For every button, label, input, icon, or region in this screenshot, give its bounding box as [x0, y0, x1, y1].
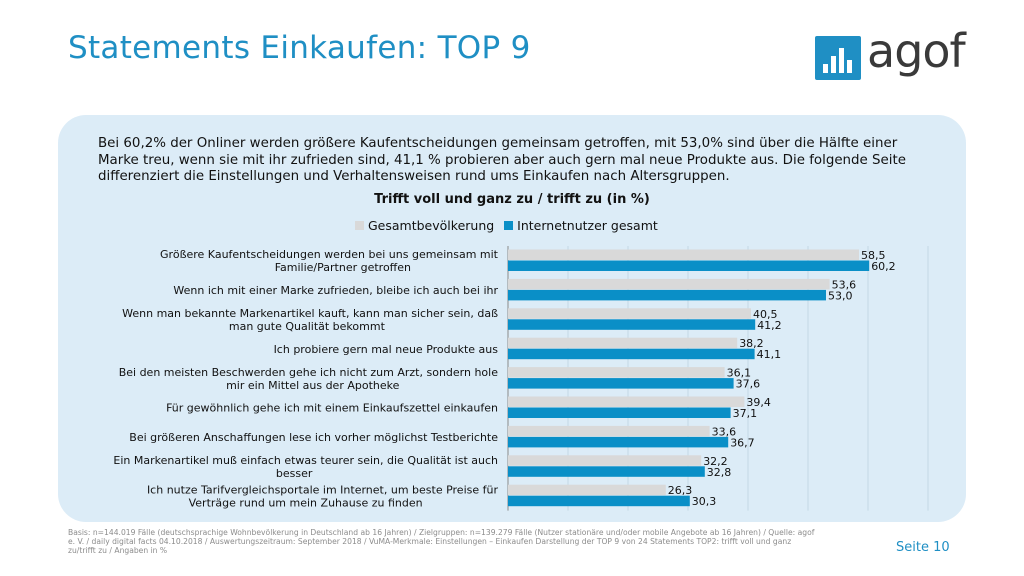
category-label: Für gewöhnlich gehe ich mit einem Einkau…: [166, 402, 498, 415]
data-label: 30,3: [692, 495, 717, 508]
page-title: Statements Einkaufen: TOP 9: [68, 30, 531, 66]
bar-internetnutzer: [508, 407, 731, 418]
category-label: Größere Kaufentscheidungen werden bei un…: [160, 248, 499, 261]
data-label: 36,1: [727, 367, 752, 380]
data-label: 60,2: [871, 260, 896, 273]
category-label: Ich probiere gern mal neue Produkte aus: [274, 343, 499, 356]
chart-legend: Gesamtbevölkerung Internetnutzer gesamt: [355, 218, 658, 233]
data-label: 38,2: [739, 337, 764, 350]
data-label: 40,5: [753, 308, 778, 321]
data-label: 39,4: [746, 396, 771, 409]
bar-gesamtbevoelkerung: [508, 249, 859, 260]
data-label: 37,1: [733, 407, 758, 420]
category-label: man gute Qualität bekommt: [229, 320, 386, 333]
bar-gesamtbevoelkerung: [508, 425, 710, 437]
category-label: Wenn man bekannte Markenartikel kauft, k…: [122, 307, 498, 320]
data-label: 26,3: [668, 484, 693, 497]
data-label: 33,6: [712, 425, 737, 438]
bar-gesamtbevoelkerung: [508, 396, 745, 407]
legend-swatch-series2: [504, 221, 514, 230]
logo-text: agof: [867, 24, 966, 78]
legend-label-series1: Gesamtbevölkerung: [368, 218, 495, 233]
category-label: Ich nutze Tarifvergleichsportale im Inte…: [147, 483, 499, 496]
bar-gesamtbevoelkerung: [508, 308, 751, 319]
bar-internetnutzer: [508, 466, 705, 477]
legend-item-gesamtbevoelkerung: Gesamtbevölkerung: [355, 218, 494, 233]
data-label: 36,7: [730, 436, 755, 449]
legend-label-series2: Internetnutzer gesamt: [517, 218, 658, 233]
category-label: mir ein Mittel aus der Apotheke: [226, 379, 400, 392]
category-label: Ein Markenartikel muß einfach etwas teur…: [113, 454, 498, 467]
bar-gesamtbevoelkerung: [508, 484, 666, 496]
bar-gesamtbevoelkerung: [508, 337, 738, 349]
data-label: 41,2: [757, 319, 782, 332]
category-label: besser: [276, 467, 313, 480]
bar-gesamtbevoelkerung: [508, 367, 725, 378]
agof-logo: agof: [815, 24, 966, 84]
bar-internetnutzer: [508, 319, 756, 330]
category-label: Wenn ich mit einer Marke zufrieden, blei…: [173, 284, 498, 297]
category-label: Familie/Partner getroffen: [275, 261, 411, 274]
bar-internetnutzer: [508, 378, 734, 389]
data-label: 32,2: [703, 455, 728, 468]
data-label: 41,1: [757, 348, 782, 361]
bar-internetnutzer: [508, 495, 690, 507]
bar-internetnutzer: [508, 348, 755, 360]
data-label: 37,6: [736, 378, 761, 391]
data-label: 32,8: [707, 466, 732, 479]
legend-item-internetnutzer: Internetnutzer gesamt: [504, 218, 658, 233]
data-label: 58,5: [861, 249, 886, 262]
data-label: 53,6: [832, 278, 857, 291]
bar-internetnutzer: [508, 436, 729, 448]
bar-internetnutzer: [508, 289, 826, 301]
footnote: Basis: n=144.019 Fälle (deutschsprachige…: [68, 528, 815, 555]
page-number: Seite 10: [896, 540, 950, 555]
category-label: Bei den meisten Beschwerden gehe ich nic…: [119, 366, 499, 379]
intro-text: Bei 60,2% der Onliner werden größere Kau…: [98, 136, 906, 184]
data-label: 53,0: [828, 289, 853, 302]
category-label: Verträge rund um mein Zuhause zu finden: [189, 496, 423, 509]
chart-title: Trifft voll und ganz zu / trifft zu (in …: [374, 192, 650, 207]
bar-chart-logo-icon: [815, 36, 861, 80]
bar-internetnutzer: [508, 260, 870, 271]
bar-gesamtbevoelkerung: [508, 455, 702, 466]
category-label: Bei größeren Anschaffungen lese ich vorh…: [129, 431, 498, 444]
legend-swatch-series1: [355, 221, 364, 230]
bar-gesamtbevoelkerung: [508, 278, 830, 290]
